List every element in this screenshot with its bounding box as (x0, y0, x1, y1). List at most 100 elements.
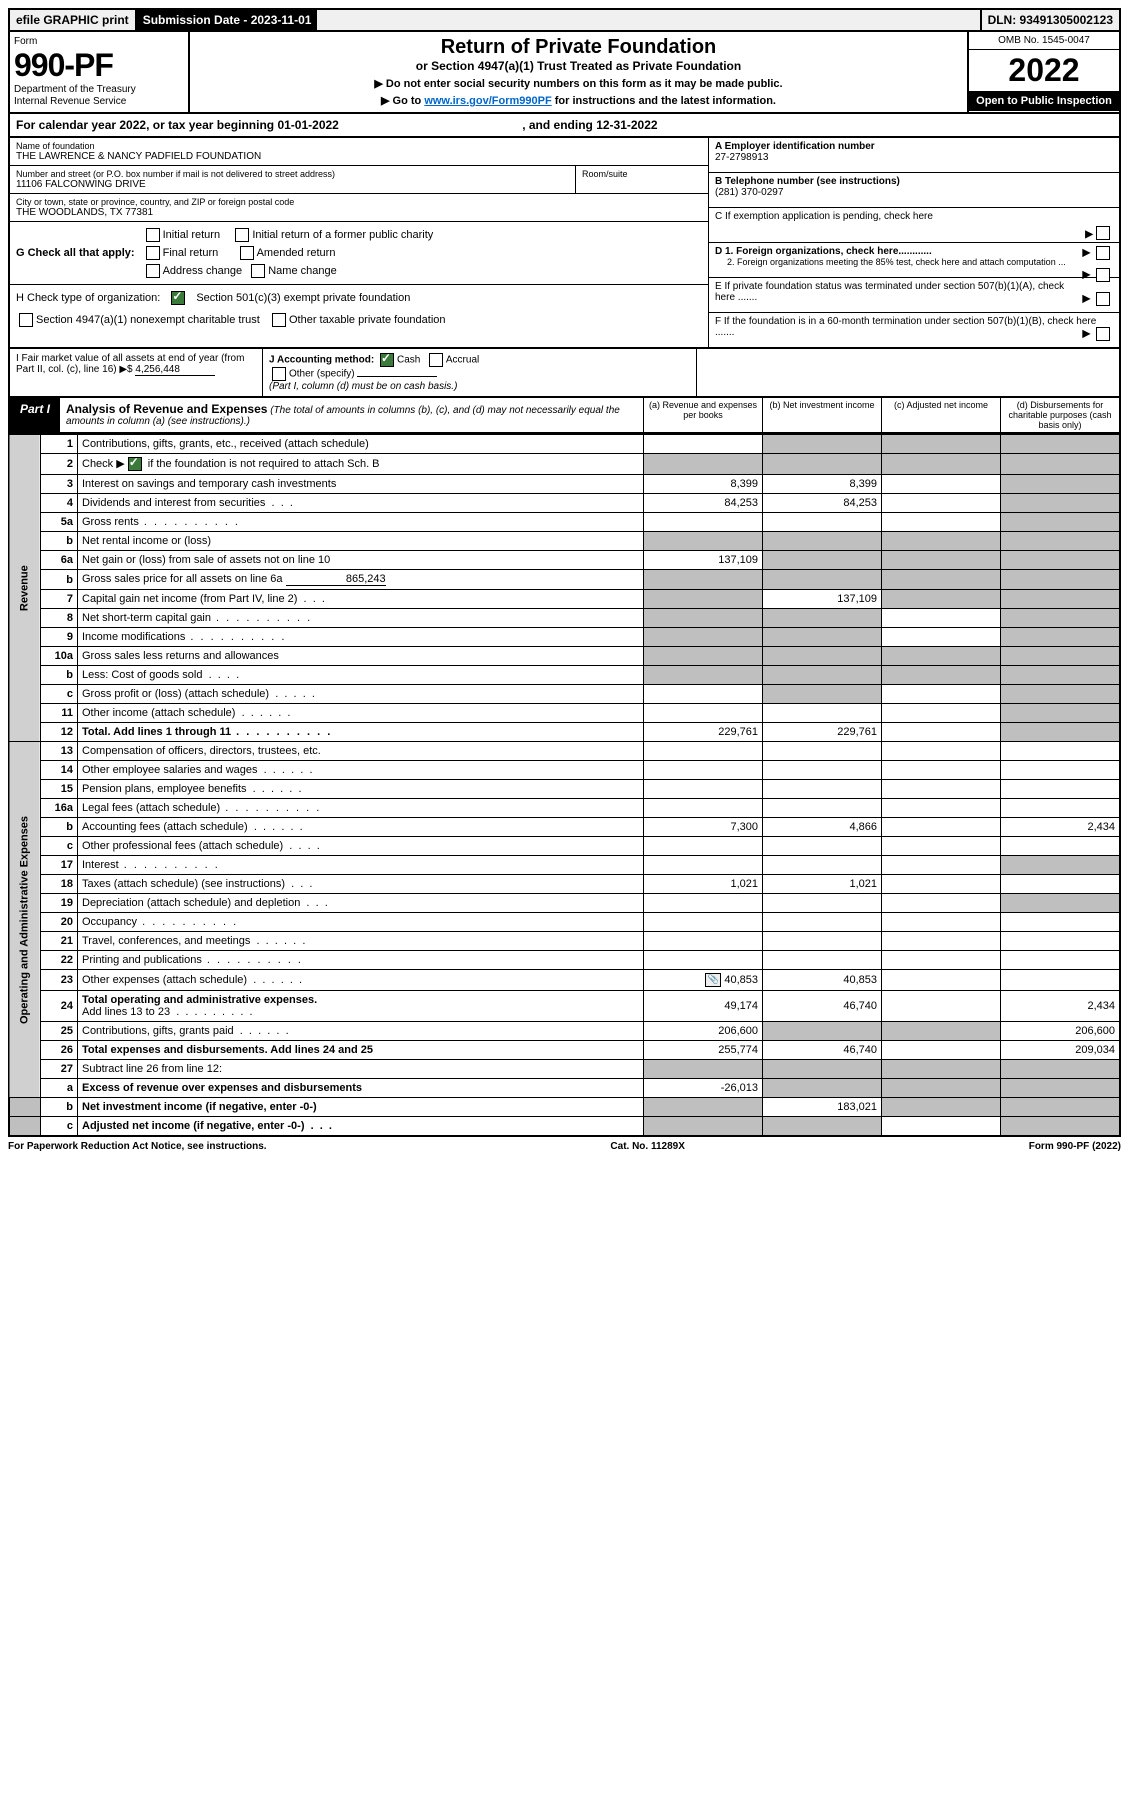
header-right: OMB No. 1545-0047 2022 Open to Public In… (967, 32, 1119, 112)
table-row: 26Total expenses and disbursements. Add … (9, 1041, 1120, 1060)
form-header: Form 990-PF Department of the Treasury I… (8, 32, 1121, 114)
efile-label[interactable]: efile GRAPHIC print (10, 10, 137, 30)
e-label: E If private foundation status was termi… (715, 281, 1064, 303)
submission-date: Submission Date - 2023-11-01 (137, 10, 318, 30)
table-row: 9Income modifications (9, 628, 1120, 647)
chk-initial[interactable] (146, 228, 160, 242)
c-label: C If exemption application is pending, c… (715, 211, 933, 222)
table-row: 18Taxes (attach schedule) (see instructi… (9, 875, 1120, 894)
table-row: 27Subtract line 26 from line 12: (9, 1060, 1120, 1079)
table-row: 2 Check ▶ if the foundation is not requi… (9, 454, 1120, 475)
form-title: Return of Private Foundation (194, 36, 963, 59)
inst-line-2: ▶ Go to www.irs.gov/Form990PF for instru… (194, 94, 963, 107)
phone-label: B Telephone number (see instructions) (715, 176, 900, 187)
table-row: Revenue 1 Contributions, gifts, grants, … (9, 435, 1120, 454)
col-c: (c) Adjusted net income (881, 398, 1000, 432)
footer-mid: Cat. No. 11289X (610, 1141, 684, 1152)
chk-e[interactable] (1096, 292, 1110, 306)
table-row: 5aGross rents (9, 513, 1120, 532)
table-row: 17Interest (9, 856, 1120, 875)
revenue-sidebar: Revenue (9, 435, 41, 742)
chk-schb[interactable] (128, 457, 142, 471)
form-link[interactable]: www.irs.gov/Form990PF (424, 95, 551, 107)
chk-name[interactable] (251, 264, 265, 278)
table-row: 4Dividends and interest from securities … (9, 494, 1120, 513)
room-label: Room/suite (576, 166, 708, 193)
addr-label: Number and street (or P.O. box number if… (16, 169, 569, 179)
table-row: 14Other employee salaries and wages . . … (9, 761, 1120, 780)
form-subtitle: or Section 4947(a)(1) Trust Treated as P… (194, 59, 963, 73)
form-label: Form (14, 36, 184, 47)
footer-left: For Paperwork Reduction Act Notice, see … (8, 1141, 267, 1152)
header-center: Return of Private Foundation or Section … (190, 32, 967, 112)
attach-icon[interactable]: 📎 (705, 973, 721, 987)
table-row: cGross profit or (loss) (attach schedule… (9, 685, 1120, 704)
table-row: 20Occupancy (9, 913, 1120, 932)
omb-number: OMB No. 1545-0047 (969, 32, 1119, 50)
table-row: bAccounting fees (attach schedule) . . .… (9, 818, 1120, 837)
dept-label: Department of the Treasury Internal Reve… (14, 84, 184, 108)
name-label: Name of foundation (16, 141, 702, 151)
d2-label: 2. Foreign organizations meeting the 85%… (727, 257, 1066, 267)
table-row: 12Total. Add lines 1 through 11229,76122… (9, 723, 1120, 742)
calendar-year-row: For calendar year 2022, or tax year begi… (8, 114, 1121, 138)
part-label: Part I (10, 398, 60, 432)
address: 11106 FALCONWING DRIVE (16, 179, 569, 190)
col-headers: (a) Revenue and expenses per books (b) N… (643, 398, 1119, 432)
tax-year: 2022 (969, 50, 1119, 91)
part-title: Analysis of Revenue and Expenses (The to… (60, 398, 643, 432)
table-row: aExcess of revenue over expenses and dis… (9, 1079, 1120, 1098)
chk-4947[interactable] (19, 313, 33, 327)
table-row: bLess: Cost of goods sold . . . . (9, 666, 1120, 685)
phone-value: (281) 370-0297 (715, 187, 783, 198)
table-row: 24Total operating and administrative exp… (9, 991, 1120, 1022)
info-left: Name of foundation THE LAWRENCE & NANCY … (10, 138, 708, 347)
fmv-value: 4,256,448 (135, 364, 215, 376)
f-label: F If the foundation is in a 60-month ter… (715, 316, 1096, 338)
chk-c[interactable] (1096, 226, 1110, 240)
chk-f[interactable] (1096, 327, 1110, 341)
i-section: I Fair market value of all assets at end… (10, 349, 263, 396)
table-row: 22Printing and publications (9, 951, 1120, 970)
table-row: cOther professional fees (attach schedul… (9, 837, 1120, 856)
part1-header: Part I Analysis of Revenue and Expenses … (8, 398, 1121, 434)
table-row: bGross sales price for all assets on lin… (9, 570, 1120, 590)
table-row: 16aLegal fees (attach schedule) (9, 799, 1120, 818)
table-row: 23Other expenses (attach schedule) . . .… (9, 970, 1120, 991)
chk-accrual[interactable] (429, 353, 443, 367)
ein-value: 27-2798913 (715, 152, 768, 163)
dln: DLN: 93491305002123 (980, 10, 1119, 30)
header-left: Form 990-PF Department of the Treasury I… (10, 32, 190, 112)
table-row: 25Contributions, gifts, grants paid . . … (9, 1022, 1120, 1041)
city: THE WOODLANDS, TX 77381 (16, 207, 702, 218)
table-row: 11Other income (attach schedule) . . . .… (9, 704, 1120, 723)
footer-right: Form 990-PF (2022) (1029, 1141, 1121, 1152)
chk-cash[interactable] (380, 353, 394, 367)
chk-d1[interactable] (1096, 246, 1110, 260)
chk-initial-former[interactable] (235, 228, 249, 242)
col-a: (a) Revenue and expenses per books (643, 398, 762, 432)
top-bar: efile GRAPHIC print Submission Date - 20… (8, 8, 1121, 32)
col-d: (d) Disbursements for charitable purpose… (1000, 398, 1119, 432)
table-row: 15Pension plans, employee benefits . . .… (9, 780, 1120, 799)
year-begin: 01-01-2022 (277, 118, 338, 132)
city-label: City or town, state or province, country… (16, 197, 702, 207)
h-row: H Check type of organization: Section 50… (10, 285, 708, 333)
table-row: bNet investment income (if negative, ent… (9, 1098, 1120, 1117)
j-note: (Part I, column (d) must be on cash basi… (269, 381, 457, 392)
table-row: 8Net short-term capital gain (9, 609, 1120, 628)
foundation-name: THE LAWRENCE & NANCY PADFIELD FOUNDATION (16, 151, 702, 162)
table-row: 10aGross sales less returns and allowanc… (9, 647, 1120, 666)
chk-501c3[interactable] (171, 291, 185, 305)
table-row: bNet rental income or (loss) (9, 532, 1120, 551)
form-number: 990-PF (14, 47, 184, 84)
info-block: Name of foundation THE LAWRENCE & NANCY … (8, 138, 1121, 349)
chk-other-tax[interactable] (272, 313, 286, 327)
chk-other-method[interactable] (272, 367, 286, 381)
chk-address[interactable] (146, 264, 160, 278)
table-row: 6aNet gain or (loss) from sale of assets… (9, 551, 1120, 570)
chk-amended[interactable] (240, 246, 254, 260)
expenses-sidebar: Operating and Administrative Expenses (9, 742, 41, 1098)
chk-final[interactable] (146, 246, 160, 260)
inst-line-1: ▶ Do not enter social security numbers o… (194, 77, 963, 90)
